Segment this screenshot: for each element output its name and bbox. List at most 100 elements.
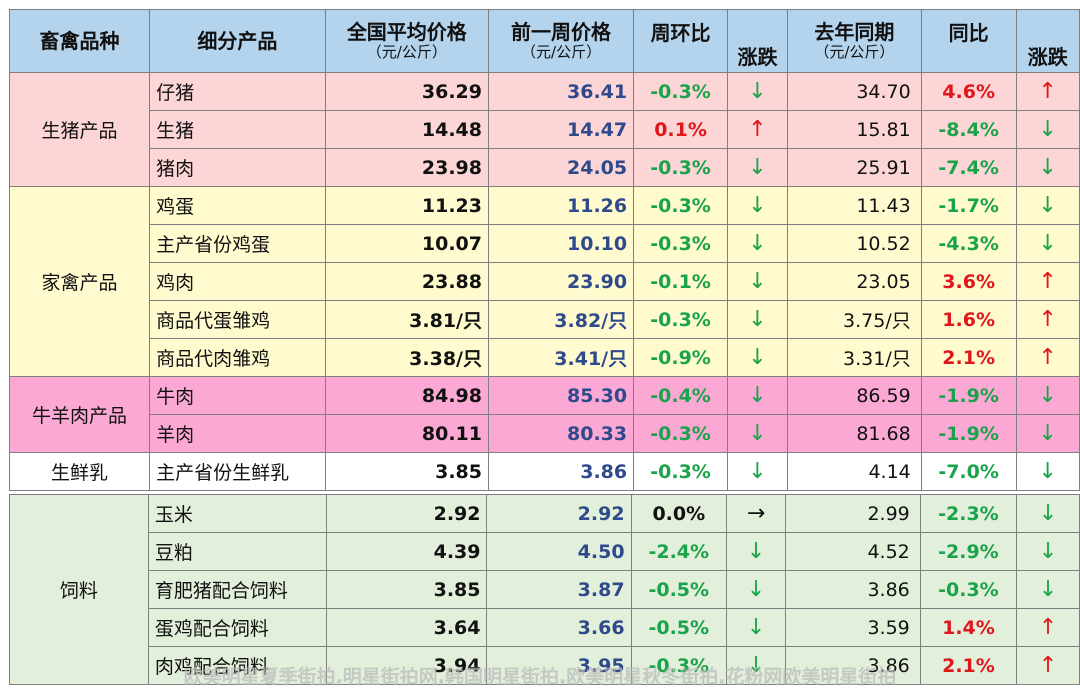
- product-name: 玉米: [147, 494, 327, 533]
- year-change-percent: -1.9%: [920, 414, 1017, 453]
- week-trend-arrow-icon: ↓: [727, 338, 788, 377]
- year-change-percent: 1.6%: [920, 300, 1017, 339]
- table-row: 鸡肉 23.88 23.90 -0.1% ↓ 23.05 3.6% ↑: [9, 262, 1080, 301]
- product-name: 牛肉: [149, 376, 326, 415]
- week-change-percent: -0.9%: [633, 338, 729, 377]
- table-row: 商品代蛋雏鸡 3.81/只 3.82/只 -0.3% ↓ 3.75/只 1.6% ↑: [9, 300, 1080, 339]
- week-change-percent: -0.5%: [630, 608, 728, 647]
- year-trend-arrow-icon: ↓: [1016, 494, 1080, 533]
- category-cell: 生鲜乳: [8, 452, 151, 491]
- year-change-percent: -4.3%: [920, 224, 1017, 263]
- last-year-price: 2.99: [785, 494, 921, 533]
- week-trend-arrow-icon: ↓: [726, 646, 787, 685]
- last-year-price: 10.52: [786, 224, 922, 263]
- current-price: 3.81/只: [324, 300, 490, 339]
- table-row: 家禽产品 鸡蛋 11.23 11.26 -0.3% ↓ 11.43 -1.7% ↓: [8, 186, 1080, 377]
- week-change-percent: -0.4%: [633, 376, 729, 415]
- current-price: 3.94: [325, 646, 488, 685]
- last-year-price: 11.43: [786, 186, 922, 225]
- week-trend-arrow-icon: ↓: [727, 376, 788, 415]
- week-change-percent: -0.3%: [630, 646, 728, 685]
- week-trend-arrow-icon: ↓: [727, 262, 788, 301]
- year-trend-arrow-icon: ↑: [1015, 300, 1080, 339]
- header-category: 畜禽品种: [8, 9, 151, 73]
- year-change-percent: -8.4%: [920, 110, 1017, 149]
- header-prev-price: 前一周价格 （元/公斤）: [487, 9, 635, 73]
- year-change-percent: -1.9%: [920, 376, 1017, 415]
- week-trend-arrow-icon: ↓: [727, 186, 788, 225]
- product-name: 仔猪: [149, 72, 326, 111]
- year-change-percent: -7.4%: [920, 148, 1017, 187]
- current-price: 3.85: [324, 452, 490, 491]
- year-trend-arrow-icon: ↓: [1015, 414, 1080, 453]
- table-row: 主产省份鸡蛋 10.07 10.10 -0.3% ↓ 10.52 -4.3% ↓: [9, 224, 1080, 263]
- table-row: 豆粕 4.39 4.50 -2.4% ↓ 4.52 -2.9% ↓: [9, 532, 1080, 571]
- week-trend-arrow-icon: ↓: [726, 608, 787, 647]
- previous-price: 24.05: [487, 148, 635, 187]
- product-name: 鸡肉: [149, 262, 326, 301]
- last-year-price: 25.91: [786, 148, 922, 187]
- week-trend-arrow-icon: ↓: [726, 532, 787, 571]
- price-table: 畜禽品种 细分产品 全国平均价格 （元/公斤） 前一周价格 （元/公斤） 周环比 涨…: [8, 9, 1080, 491]
- year-trend-arrow-icon: ↓: [1015, 148, 1080, 187]
- year-trend-arrow-icon: ↑: [1015, 262, 1080, 301]
- year-change-percent: 3.6%: [920, 262, 1017, 301]
- table-row: 商品代肉雏鸡 3.38/只 3.41/只 -0.9% ↓ 3.31/只 2.1% ↑: [9, 338, 1080, 377]
- previous-price: 14.47: [487, 110, 635, 149]
- week-change-percent: -0.5%: [630, 570, 728, 609]
- year-change-percent: 2.1%: [920, 338, 1017, 377]
- previous-price: 3.41/只: [487, 338, 635, 377]
- header-last-year-unit: （元/公斤）: [814, 42, 895, 61]
- current-price: 4.39: [325, 532, 488, 571]
- previous-price: 23.90: [487, 262, 635, 301]
- week-change-percent: -0.3%: [633, 224, 729, 263]
- last-year-price: 4.14: [786, 452, 922, 491]
- last-year-price: 3.59: [785, 608, 921, 647]
- current-price: 23.88: [324, 262, 490, 301]
- feed-price-table: 饲料 玉米 2.92 2.92 0.0% → 2.99 -2.3% ↓ 豆粕 4.39 4.50 -2.…: [9, 494, 1080, 685]
- week-change-percent: -0.3%: [633, 414, 729, 453]
- previous-price: 80.33: [487, 414, 635, 453]
- week-change-percent: -0.3%: [633, 72, 729, 111]
- year-trend-arrow-icon: ↑: [1016, 646, 1080, 685]
- year-trend-arrow-icon: ↓: [1015, 224, 1080, 263]
- week-change-percent: -0.3%: [633, 148, 729, 187]
- year-change-percent: 2.1%: [919, 646, 1018, 685]
- previous-price: 10.10: [487, 224, 635, 263]
- previous-price: 3.87: [486, 570, 632, 609]
- table-row: 生鲜乳 主产省份生鲜乳 3.85 3.86 -0.3% ↓ 4.14 -7.0% ↓: [8, 452, 1080, 491]
- product-name: 商品代蛋雏鸡: [149, 300, 326, 339]
- header-current-price: 全国平均价格 （元/公斤）: [324, 9, 490, 73]
- current-price: 36.29: [324, 72, 490, 111]
- last-year-price: 86.59: [786, 376, 922, 415]
- table-row: 肉鸡配合饲料 3.94 3.95 -0.3% ↓ 3.86 2.1% ↑: [9, 646, 1080, 685]
- week-trend-arrow-icon: →: [726, 494, 787, 533]
- previous-price: 3.86: [487, 452, 635, 491]
- previous-price: 85.30: [487, 376, 635, 415]
- week-change-percent: 0.1%: [633, 110, 729, 149]
- product-name: 商品代肉雏鸡: [149, 338, 326, 377]
- category-cell: 牛羊肉产品: [8, 376, 151, 453]
- last-year-price: 3.31/只: [786, 338, 922, 377]
- header-product: 细分产品: [149, 9, 326, 73]
- previous-price: 2.92: [486, 494, 632, 533]
- header-last-year: 去年同期 （元/公斤）: [786, 9, 922, 73]
- week-change-percent: -0.3%: [633, 452, 729, 491]
- year-trend-arrow-icon: ↓: [1015, 110, 1080, 149]
- header-current-price-title: 全国平均价格: [346, 19, 467, 44]
- week-change-percent: 0.0%: [630, 494, 728, 533]
- last-year-price: 4.52: [785, 532, 921, 571]
- current-price: 14.48: [324, 110, 490, 149]
- table-row: 饲料 玉米 2.92 2.92 0.0% → 2.99 -2.3% ↓: [9, 494, 1080, 685]
- year-trend-arrow-icon: ↓: [1015, 452, 1080, 491]
- product-name: 育肥猪配合饲料: [147, 570, 327, 609]
- product-name: 猪肉: [149, 148, 326, 187]
- last-year-price: 3.75/只: [786, 300, 922, 339]
- year-trend-arrow-icon: ↓: [1016, 570, 1080, 609]
- product-name: 蛋鸡配合饲料: [147, 608, 327, 647]
- year-trend-arrow-icon: ↓: [1016, 532, 1080, 571]
- header-prev-price-unit: （元/公斤）: [521, 42, 602, 61]
- week-trend-arrow-icon: ↓: [726, 570, 787, 609]
- last-year-price: 81.68: [786, 414, 922, 453]
- category-cell: 饲料: [9, 494, 149, 685]
